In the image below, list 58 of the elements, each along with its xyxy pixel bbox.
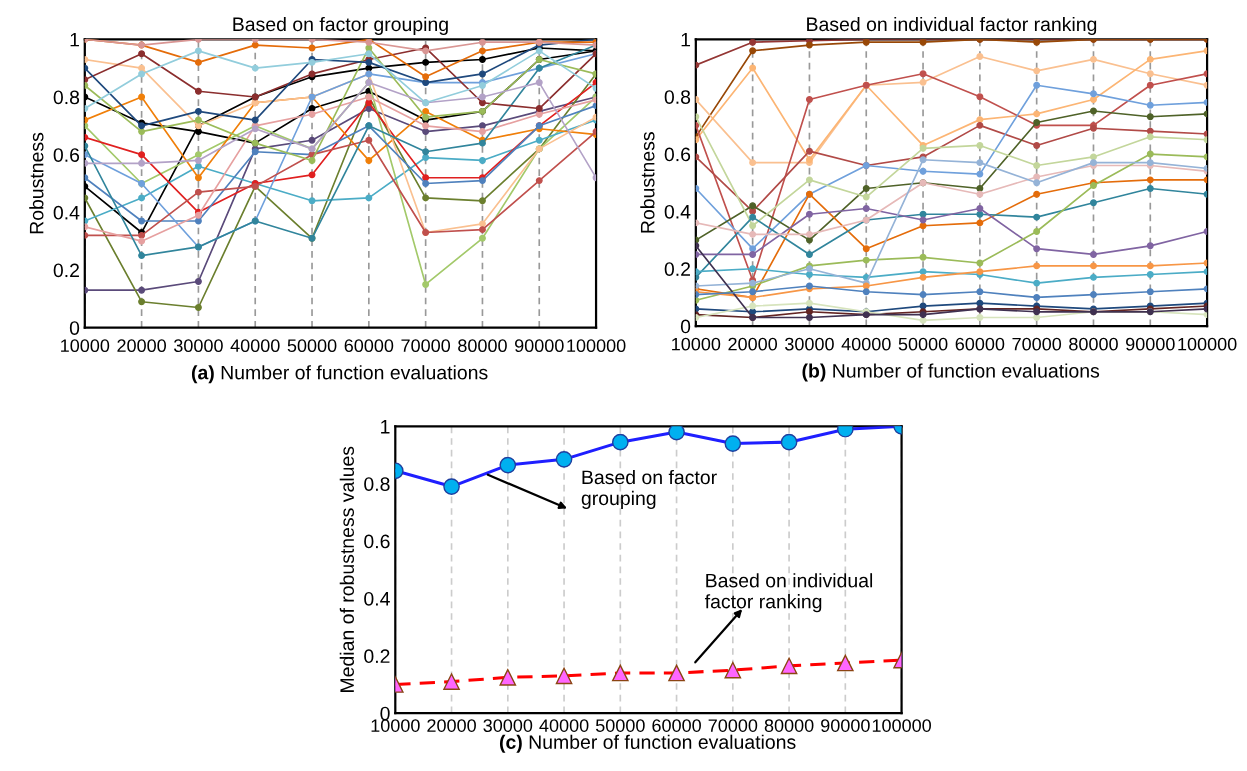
x-tick-label: 10000: [371, 719, 420, 732]
x-tick-label: 20000: [117, 339, 166, 353]
x-tick-label: 80000: [458, 339, 507, 353]
x-tick-label: 70000: [401, 339, 451, 353]
y-tick-label: 0.2: [364, 649, 390, 664]
y-tick-label: 0.2: [53, 263, 79, 278]
y-tick-label: 0: [680, 319, 691, 334]
y-axis-title: Robustness: [29, 132, 44, 234]
x-tick-label: 40000: [230, 339, 280, 353]
x-tick-label: 20000: [728, 337, 778, 351]
x-tick-label: 60000: [652, 719, 701, 732]
x-tick-label: 90000: [1126, 337, 1175, 351]
x-axis-title: (b) Number of function evaluations: [802, 363, 1100, 382]
x-tick-label: 20000: [427, 719, 476, 732]
y-axis-title: Median of robustness values: [339, 446, 355, 692]
y-tick-label: 1: [381, 420, 390, 434]
x-tick-label: 10000: [672, 337, 721, 351]
x-tick-label: 90000: [515, 339, 564, 353]
y-tick-label: 0.2: [664, 262, 690, 277]
y-tick-label: 0.6: [364, 534, 390, 549]
x-axis-title: (c) Number of function evaluations: [499, 734, 796, 753]
x-tick-label: 100000: [567, 339, 626, 353]
annotation: Based on factor grouping: [581, 469, 717, 509]
chart-title: Based on factor grouping: [233, 16, 448, 36]
x-tick-label: 30000: [483, 719, 533, 732]
x-tick-label: 70000: [1012, 337, 1062, 351]
x-tick-label: 60000: [344, 339, 394, 353]
y-tick-label: 0: [69, 321, 80, 335]
x-tick-label: 50000: [595, 719, 645, 732]
chart-title: Based on individual factor ranking: [807, 16, 1097, 36]
y-tick-label: 0.4: [53, 205, 80, 220]
y-tick-label: 0: [380, 706, 390, 721]
x-tick-label: 60000: [955, 337, 1005, 351]
x-tick-label: 80000: [1069, 337, 1118, 351]
y-tick-label: 0.6: [53, 148, 80, 162]
y-axis-title: Robustness: [640, 132, 655, 233]
x-tick-label: 10000: [61, 339, 110, 353]
x-tick-label: 90000: [821, 719, 870, 732]
x-tick-label: 40000: [539, 719, 589, 732]
x-tick-label: 100000: [1178, 337, 1237, 351]
annotation: Based on individual factor ranking: [704, 573, 873, 613]
x-tick-label: 70000: [708, 719, 758, 732]
x-tick-label: 50000: [287, 339, 337, 353]
x-tick-label: 80000: [764, 719, 814, 732]
x-tick-label: 100000: [872, 719, 931, 732]
x-tick-label: 50000: [898, 337, 948, 351]
x-tick-label: 30000: [785, 337, 834, 351]
y-tick-label: 0.8: [664, 90, 691, 104]
y-tick-label: 1: [70, 32, 79, 47]
y-tick-label: 0.4: [664, 204, 691, 219]
y-tick-label: 0.6: [664, 147, 691, 162]
x-axis-title: (a) Number of function evaluations: [191, 365, 488, 384]
y-tick-label: 0.8: [53, 90, 80, 105]
x-tick-label: 30000: [174, 339, 223, 353]
y-tick-label: 0.8: [364, 477, 390, 491]
y-tick-label: 0.4: [364, 591, 390, 606]
y-tick-label: 1: [681, 32, 691, 47]
x-tick-label: 40000: [841, 337, 891, 351]
